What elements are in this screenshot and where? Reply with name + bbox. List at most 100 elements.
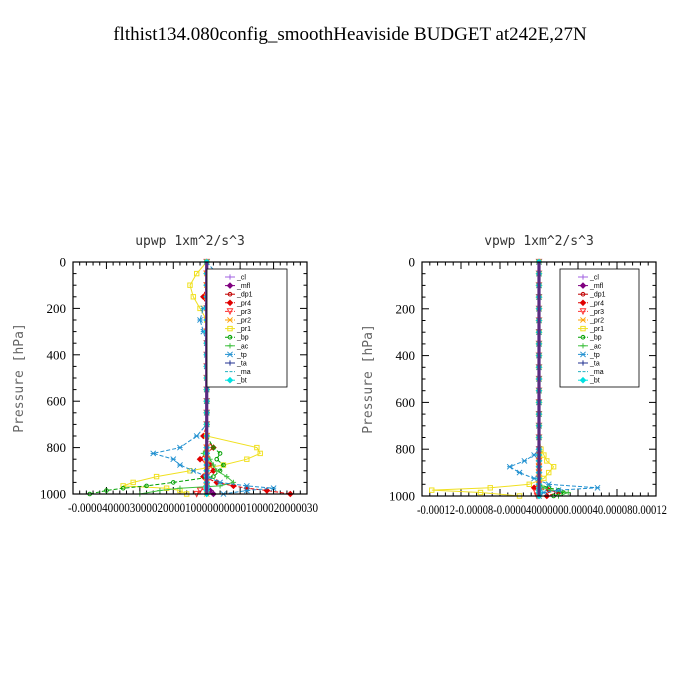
legend-label: _tp [236, 352, 247, 359]
series-pr1-marker [477, 489, 484, 496]
series-pr1-marker [254, 444, 260, 451]
y-axis-label: Pressure [hPa] [12, 323, 27, 433]
panel-title: upwp 1xm^2/s^3 [135, 234, 245, 249]
series-pr4-marker [210, 467, 217, 475]
legend-marker [227, 325, 233, 332]
legend-marker [580, 317, 586, 323]
legend-box [559, 268, 640, 388]
legend-label: _pr2 [236, 318, 251, 325]
legend-marker [226, 308, 234, 316]
series-pr1-marker [550, 464, 557, 470]
legend-marker [580, 334, 586, 340]
y-tick-label: 600 [396, 395, 416, 410]
series-pr1-marker [487, 485, 493, 491]
plot-frame [421, 261, 657, 497]
legend-label: _pr1 [236, 326, 251, 333]
series-pr1-marker [193, 270, 200, 277]
x-tick-labels: -0.0000400003000020000100000000001000020… [68, 500, 318, 515]
x-tick-labels: -0.00012-0.00008-0.000040000000.000040.0… [417, 502, 667, 517]
legend-label: _dp1 [236, 292, 253, 299]
legend-label: _pr3 [236, 309, 251, 316]
legend-marker [579, 299, 587, 307]
y-tick-label: 800 [47, 440, 67, 455]
series-tp-marker [521, 457, 528, 464]
series-bp-marker [214, 456, 220, 462]
series-pr1-marker [153, 473, 160, 480]
series-tp-marker [190, 467, 197, 474]
legend-marker [227, 360, 233, 366]
legend-label: _cl [236, 275, 246, 282]
series-tp-marker [243, 482, 250, 489]
series-tp-marker [150, 450, 157, 457]
legend-label: _dp1 [589, 292, 606, 299]
upwp-panel: upwp 1xm^2/s^3 Pressure [hPa] 0 200 400 600 80… [12, 234, 318, 515]
series-pr1-marker [429, 487, 435, 493]
legend-label: _bt [589, 378, 600, 385]
legend-marker [227, 274, 233, 280]
series-pr4-marker [196, 455, 204, 463]
legend: _cl_mfl_dp1_pr4_pr3_pr2_pr1_bp_ac_tp_ta_… [206, 268, 288, 388]
legend-label: _mfl [589, 283, 604, 290]
series-ac-marker [157, 487, 163, 494]
legend-marker [226, 299, 234, 307]
y-tick-label: 0 [409, 255, 416, 270]
legend-marker [227, 317, 233, 323]
legend-label: _ma [236, 369, 251, 376]
series-line-pr1 [431, 262, 555, 497]
series-pr1-marker [130, 479, 136, 486]
series-pr4-marker [213, 479, 221, 486]
legend-box [206, 268, 288, 388]
y-tick-label: 1000 [40, 487, 66, 502]
series-pr1-marker [187, 282, 193, 288]
series-pr1-marker [163, 485, 170, 491]
series-pr1-marker [257, 450, 263, 457]
series-tp-marker [545, 481, 552, 488]
series-bp-marker [211, 445, 216, 450]
series-bp-marker [120, 485, 126, 491]
plot-frame [72, 261, 308, 495]
series-ac-marker [210, 462, 216, 468]
y-tick-label: 600 [47, 394, 67, 409]
legend-marker [580, 351, 586, 358]
legend-marker [227, 351, 233, 358]
series-pr3-marker [196, 487, 204, 495]
series-pr1-marker [546, 469, 552, 476]
y-tick-label: 1000 [389, 489, 415, 504]
series-tp-marker [177, 444, 183, 451]
legend-label: _bp [236, 335, 249, 342]
series-tp-marker [555, 487, 562, 494]
y-tick-label: 800 [396, 442, 416, 457]
legend-marker [226, 282, 234, 289]
legend: _cl_mfl_dp1_pr4_pr3_pr2_pr1_bp_ac_tp_ta_… [559, 268, 640, 388]
legend-label: _pr4 [589, 300, 604, 307]
series-group [429, 258, 601, 500]
series-tp-marker [243, 487, 250, 494]
legend-marker [579, 308, 587, 316]
series-tp-marker [170, 456, 177, 463]
series-tp-marker [516, 469, 523, 476]
series-pr1-marker [544, 458, 550, 464]
y-tick-label: 200 [396, 301, 416, 316]
legend-label: _pr2 [589, 318, 604, 325]
y-tick-label: 200 [47, 301, 67, 316]
legend-label: _pr4 [236, 300, 251, 307]
legend-label: _bt [236, 378, 247, 385]
series-ac-marker [217, 483, 223, 489]
legend-label: _mfl [236, 283, 251, 290]
legend-marker [580, 343, 586, 349]
legend-marker [579, 282, 587, 289]
y-axis-label: Pressure [hPa] [361, 324, 376, 434]
legend-label: _tp [589, 352, 600, 359]
series-ac-marker [224, 474, 230, 480]
series-bp-marker [217, 451, 223, 456]
legend-label: _pr3 [589, 309, 604, 316]
series-tp-marker [217, 479, 224, 486]
legend-label: _ma [589, 369, 604, 376]
legend-label: _ta [236, 361, 247, 368]
legend-marker [580, 291, 586, 297]
legend-marker [226, 376, 234, 384]
series-tp-marker [197, 317, 203, 323]
legend-label: _pr1 [589, 326, 604, 333]
y-tick-label: 0 [60, 255, 67, 270]
